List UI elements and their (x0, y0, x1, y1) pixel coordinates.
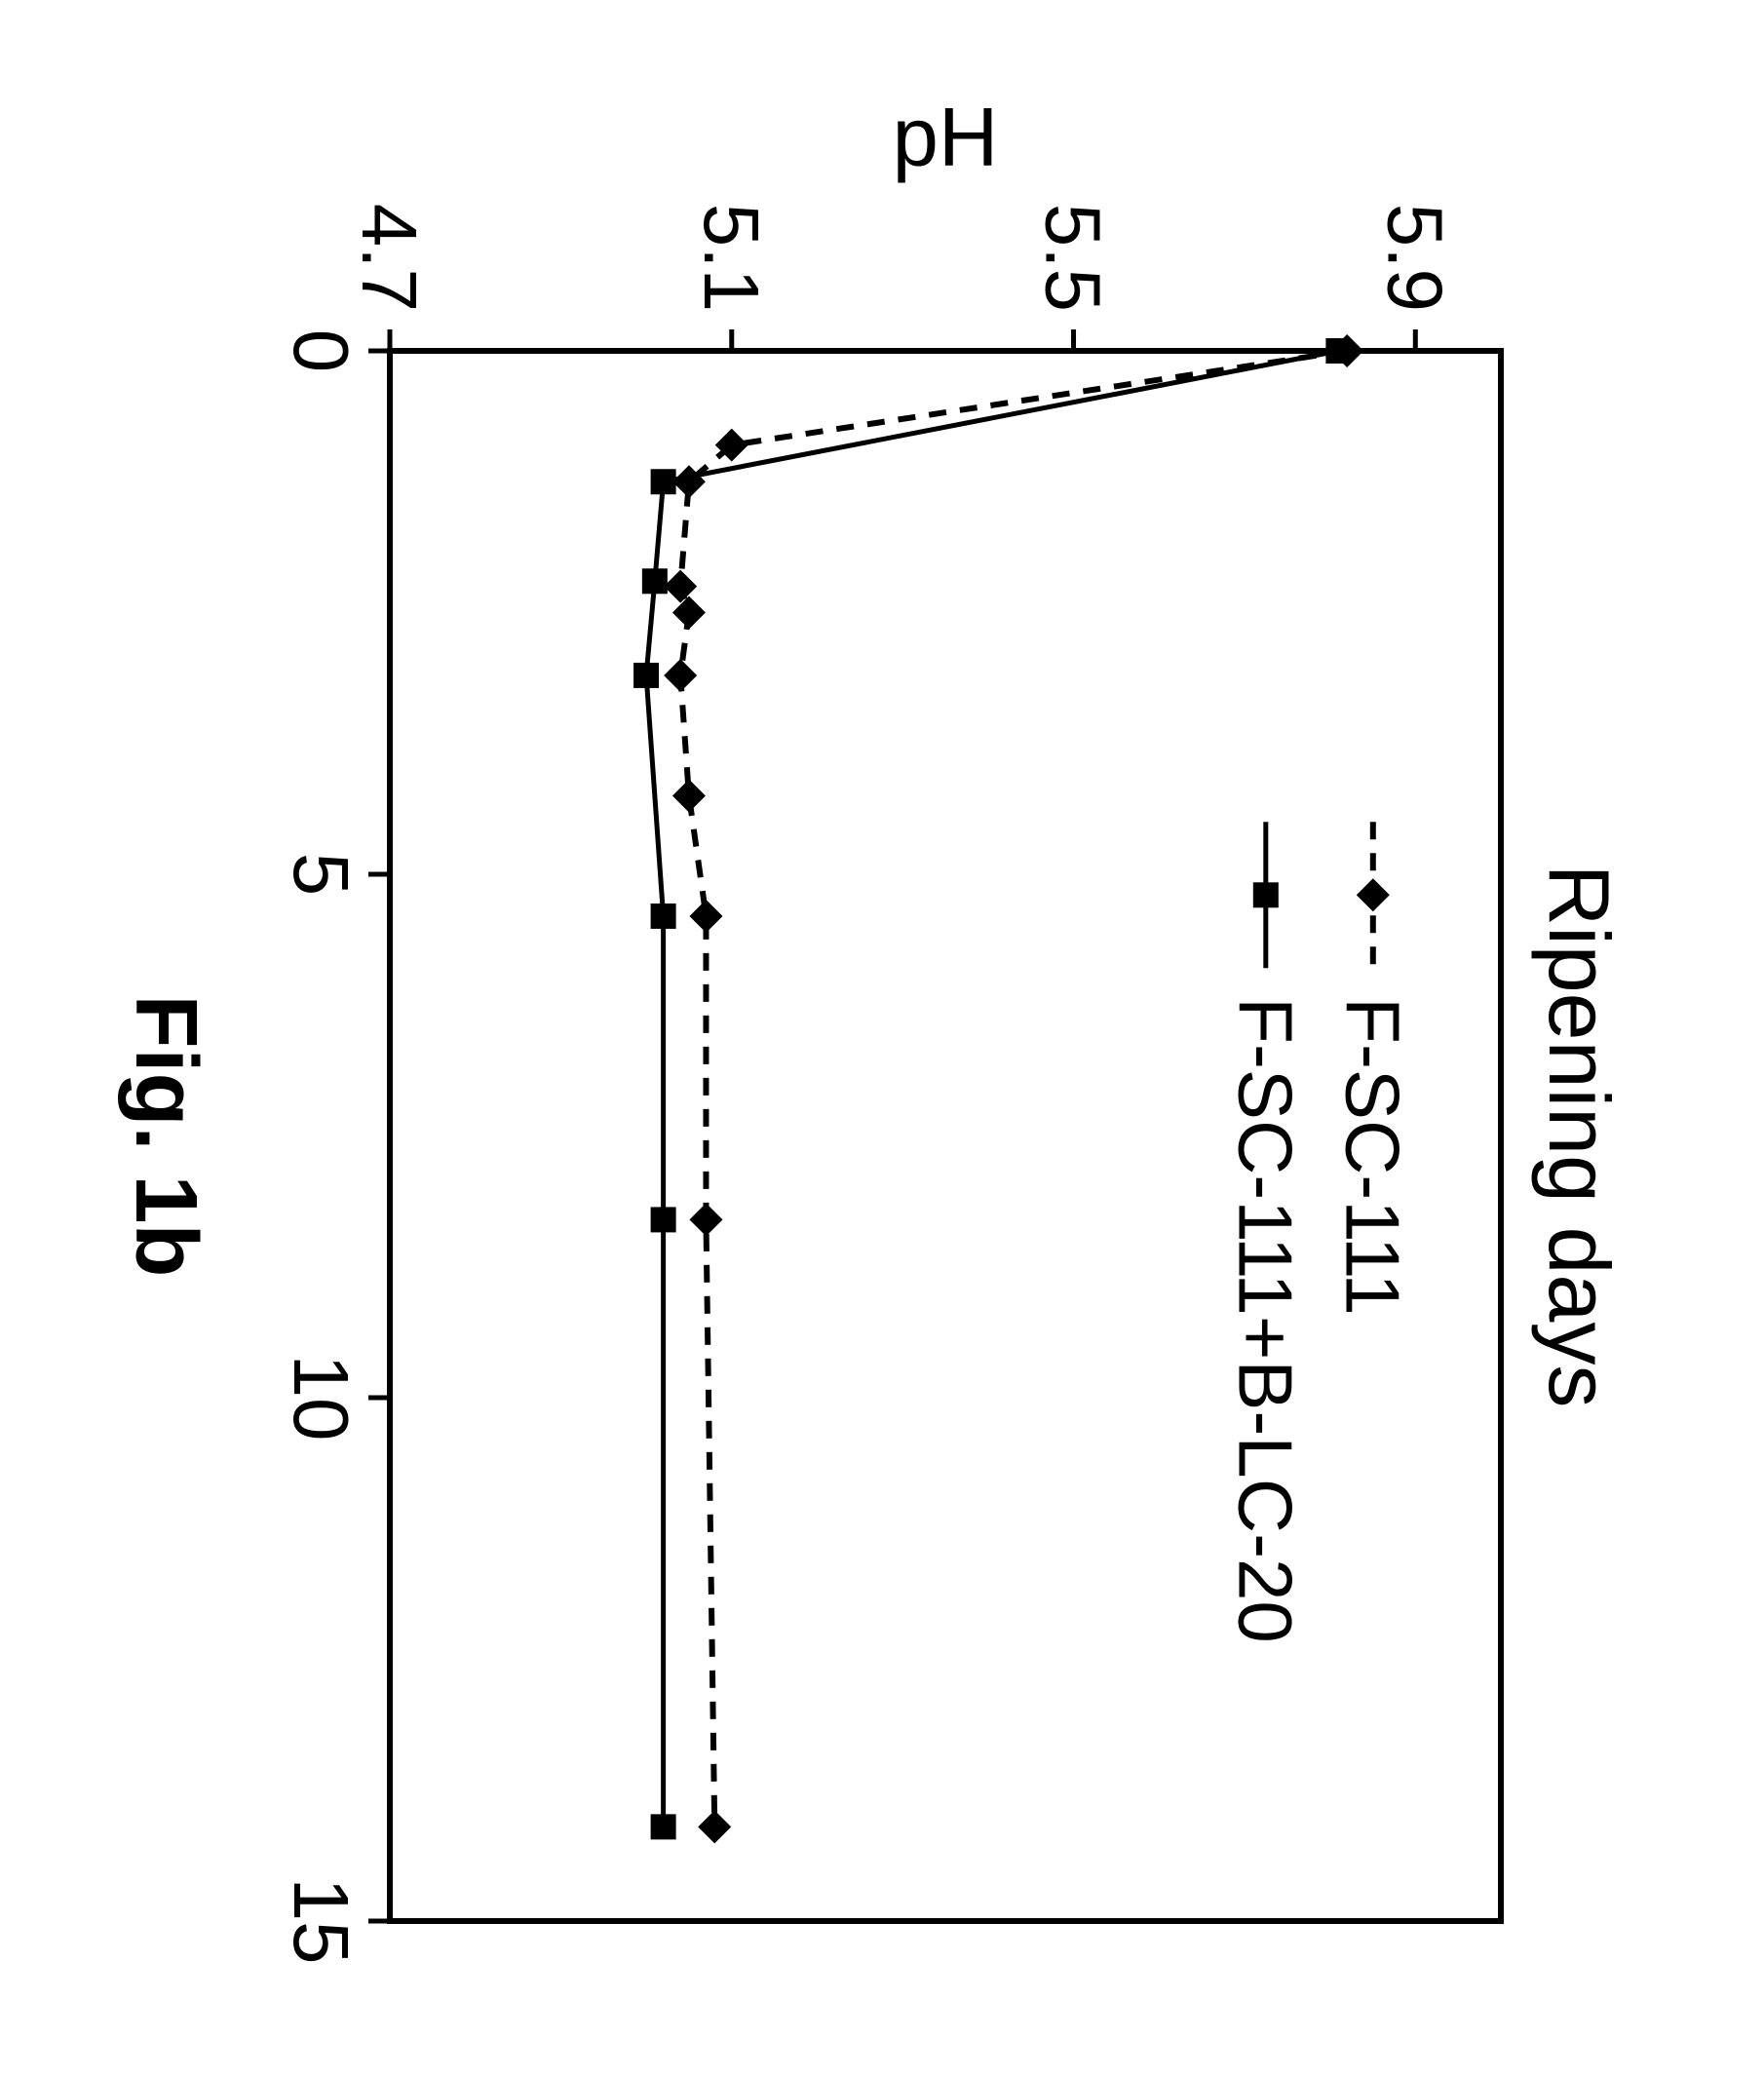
y-tick-label: 5.5 (1030, 204, 1117, 312)
y-tick-label: 5.1 (688, 204, 775, 312)
marker-square (651, 469, 676, 494)
y-tick-label: 5.9 (1371, 204, 1458, 312)
chart-title: Ripening days (1531, 865, 1628, 1408)
chart-rotated-group: 0 5 10 15 4.7 5.1 5.5 5.9 pH Ripening days Fig. 1b… (117, 97, 1628, 1964)
marker-square (1325, 338, 1351, 364)
x-tick-label: 10 (278, 1355, 364, 1442)
marker-square (1253, 882, 1279, 907)
page-root: 0 5 10 15 4.7 5.1 5.5 5.9 pH Ripening days Fig. 1b… (0, 0, 1764, 2077)
marker-square (633, 663, 659, 688)
x-tick-label: 0 (278, 329, 364, 373)
chart-container: 0 5 10 15 4.7 5.1 5.5 5.9 pH Ripening days Fig. 1b… (97, 97, 1667, 1980)
x-tick-label: 5 (278, 853, 364, 897)
marker-square (651, 1207, 676, 1232)
chart-svg: 0 5 10 15 4.7 5.1 5.5 5.9 pH Ripening days Fig. 1b… (97, 97, 1667, 1980)
marker-square (642, 568, 668, 594)
y-axis-label: pH (893, 97, 999, 184)
legend-label: F-SC-111 (1330, 997, 1416, 1316)
legend-label: F-SC-111+B-LC-20 (1223, 997, 1309, 1643)
figure-caption: Fig. 1b (117, 995, 214, 1278)
x-tick-label: 15 (278, 1878, 364, 1965)
marker-square (651, 904, 676, 929)
marker-square (651, 1814, 676, 1839)
y-tick-label: 4.7 (346, 204, 433, 312)
